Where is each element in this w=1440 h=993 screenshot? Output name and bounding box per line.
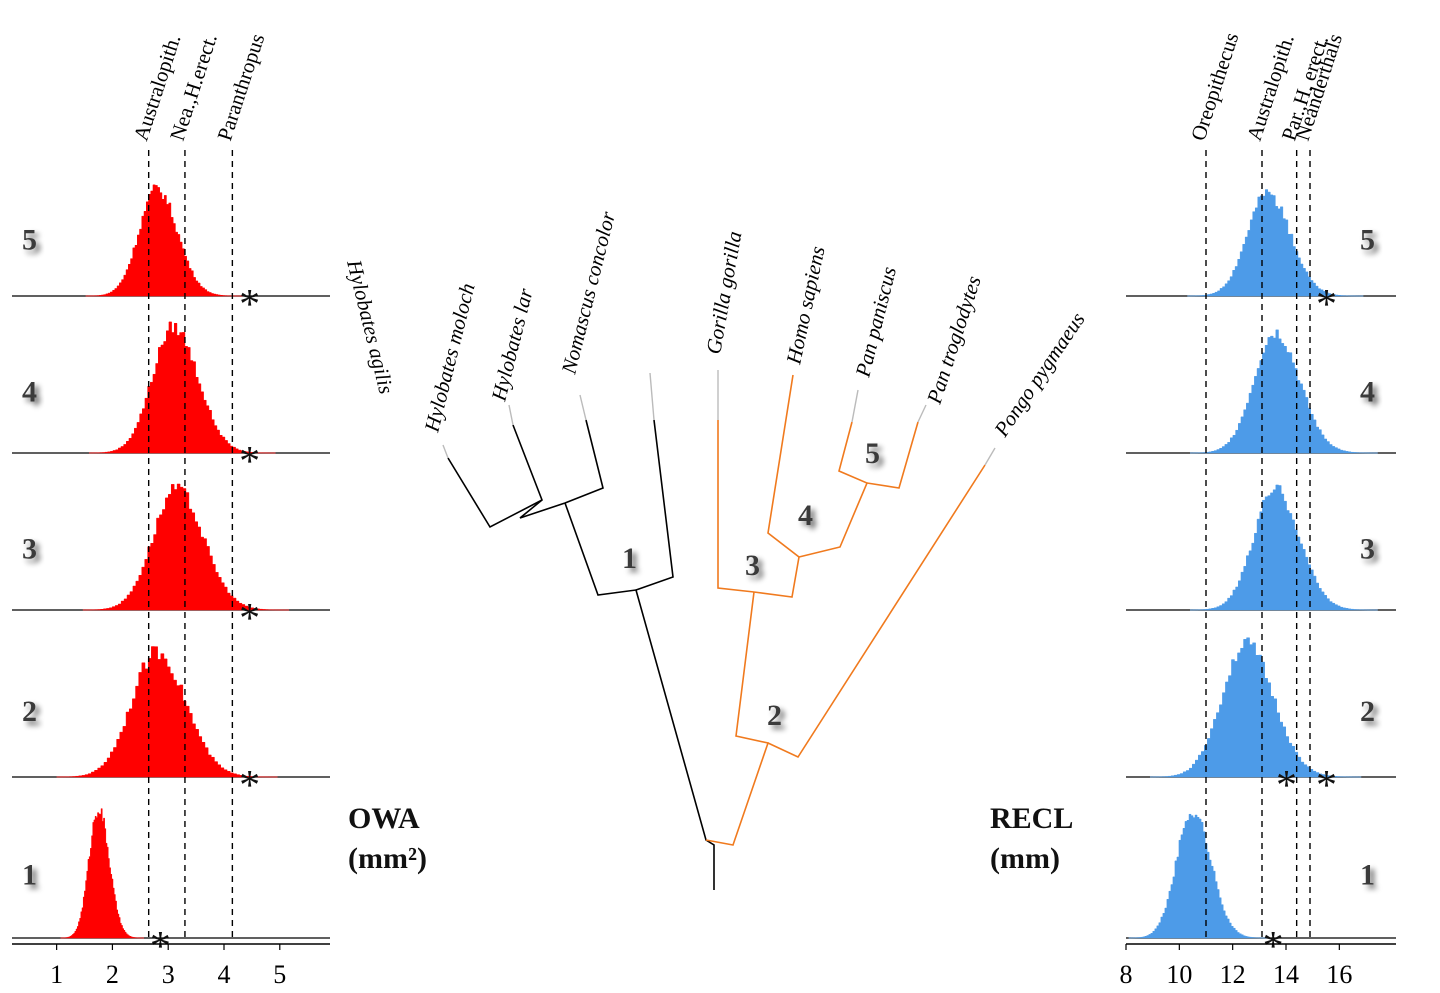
right-reference-label: Oreopithecus: [1186, 30, 1243, 144]
taxon-nomascus-concolor: Nomascus concolor: [556, 208, 620, 377]
taxon-hylobates-agilis: Hylobates agilis: [342, 256, 399, 396]
taxon-homo-sapiens: Homo sapiens: [781, 244, 830, 367]
left-row-label-4: 4: [22, 375, 37, 408]
left-unit-label: (mm²): [348, 842, 427, 875]
right-measure-label: RECL: [990, 802, 1073, 835]
right-histogram-panel: 5*432* *1* OreopithecusAustralopith.Par.,…: [990, 30, 1396, 989]
right-tick-label: 12: [1220, 960, 1246, 989]
taxon-pan-troglodytes: Pan troglodytes: [922, 273, 986, 408]
right-significance-star: *: [1263, 924, 1284, 970]
taxon-gorilla-gorilla: Gorilla gorilla: [701, 229, 746, 356]
right-histogram-row-node-4: 4: [1126, 329, 1396, 454]
right-row-label-1: 1: [1360, 859, 1375, 892]
right-row-label-2: 2: [1360, 695, 1375, 728]
left-histogram-node-1: [60, 808, 145, 939]
right-significance-star: *: [1316, 763, 1337, 809]
right-histogram-node-5: [1187, 189, 1364, 297]
taxon-pan-paniscus: Pan paniscus: [850, 264, 901, 380]
left-reference-label: Paranthropus: [212, 31, 269, 144]
left-histogram-node-5: [85, 184, 243, 297]
taxon-labels: Hylobates agilis Hylobates moloch Hyloba…: [342, 208, 1090, 441]
left-histogram-panel: 5*4*3*2*1* Australopith.Nea.,H.erect.Par…: [12, 31, 427, 989]
right-histogram-node-3: [1189, 484, 1378, 611]
left-significance-star: *: [239, 439, 260, 485]
right-histogram-row-node-1: 1*: [1126, 813, 1396, 970]
taxon-hylobates-lar: Hylobates lar: [486, 285, 538, 404]
left-significance-star: *: [239, 763, 260, 809]
right-tick-label: 16: [1326, 960, 1352, 989]
tree-node-5: 5: [865, 437, 880, 470]
right-row-label-4: 4: [1360, 375, 1375, 408]
right-histogram-rows: 5*432* *1*: [1126, 189, 1396, 970]
left-tick-label: 4: [218, 960, 231, 989]
left-tick-label: 1: [50, 960, 63, 989]
left-row-label-2: 2: [22, 695, 37, 728]
gibbon-clade-branches: [447, 419, 715, 890]
left-row-label-3: 3: [22, 532, 37, 565]
left-histogram-row-node-1: 1*: [12, 808, 330, 970]
left-significance-star: *: [239, 282, 260, 328]
left-histogram-node-3: [82, 483, 290, 611]
left-row-label-5: 5: [22, 223, 37, 256]
left-histogram-row-node-3: 3*: [12, 483, 330, 642]
left-measure-label: OWA: [348, 802, 420, 835]
tree-node-4: 4: [798, 499, 813, 532]
taxon-pongo-pygmaeus: Pongo pygmaeus: [989, 308, 1090, 442]
right-histogram-row-node-2: 2 * *: [1126, 637, 1396, 809]
phylogenetic-tree: 1 2 3 4 5 Hylobates agilis Hylobates mol…: [342, 208, 1090, 890]
right-row-label-3: 3: [1360, 532, 1375, 565]
right-significance-star: *: [1276, 763, 1297, 809]
tree-node-1: 1: [622, 542, 637, 575]
right-unit-label: (mm): [990, 842, 1060, 875]
left-tick-label: 2: [106, 960, 119, 989]
right-x-axis: 8 10 12 14 16: [1120, 943, 1396, 989]
left-histogram-row-node-2: 2*: [12, 646, 330, 809]
tree-node-2: 2: [767, 699, 782, 732]
tree-node-3: 3: [745, 549, 760, 582]
left-histogram-row-node-4: 4*: [12, 321, 330, 485]
right-tick-label: 14: [1273, 960, 1299, 989]
left-significance-star: *: [239, 596, 260, 642]
right-histogram-node-4: [1189, 329, 1378, 454]
left-histogram-node-2: [56, 646, 278, 778]
left-histogram-rows: 5*4*3*2*1*: [12, 184, 330, 970]
hominid-clade-branches: [705, 374, 986, 846]
right-tick-label: 8: [1120, 960, 1133, 989]
right-significance-star: *: [1316, 282, 1337, 328]
left-x-axis: 1 2 3 4 5: [12, 943, 330, 989]
gibbon-clade-tips: [442, 372, 655, 459]
left-tick-label: 3: [162, 960, 175, 989]
right-histogram-node-1: [1128, 813, 1270, 939]
tree-node-labels: 1 2 3 4 5: [622, 437, 880, 732]
left-significance-star: *: [150, 924, 171, 970]
right-histogram-row-node-3: 3: [1126, 484, 1396, 611]
left-tick-label: 5: [273, 960, 286, 989]
right-tick-label: 10: [1166, 960, 1192, 989]
right-histogram-node-2: [1149, 637, 1362, 778]
right-histogram-row-node-5: 5*: [1126, 189, 1396, 328]
left-row-label-1: 1: [22, 859, 37, 892]
left-histogram-row-node-5: 5*: [12, 184, 330, 328]
left-histogram-node-4: [88, 321, 276, 454]
taxon-hylobates-moloch: Hylobates moloch: [419, 281, 479, 435]
right-row-label-5: 5: [1360, 223, 1375, 256]
hominid-clade-tips: [717, 370, 996, 466]
